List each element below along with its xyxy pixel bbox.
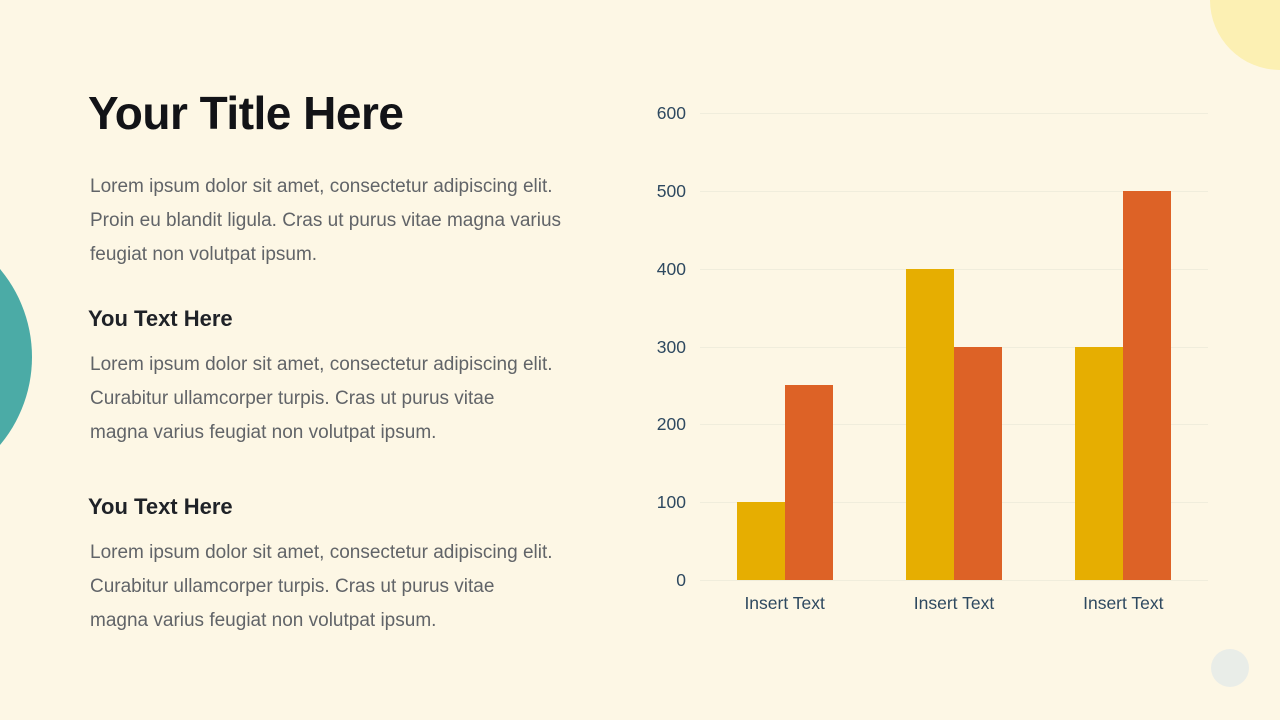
bar-series-1-category-2 — [906, 268, 954, 580]
teal-circle-decoration — [0, 220, 32, 494]
section-2-body: Lorem ipsum dolor sit amet, consectetur … — [90, 542, 553, 631]
gridline-0 — [700, 580, 1208, 581]
gridline-600 — [700, 113, 1208, 114]
x-axis-category-label-1: Insert Text — [744, 593, 825, 613]
y-axis-tick-label-0: 0 — [676, 570, 686, 590]
intro-paragraph: Lorem ipsum dolor sit amet, consectetur … — [90, 176, 562, 265]
bar-series-2-category-2 — [954, 346, 1002, 580]
gridline-100 — [700, 502, 1208, 504]
gray-circle-decoration — [1211, 649, 1249, 687]
section-1-heading: You Text Here — [88, 306, 233, 331]
gridline-400 — [700, 268, 1208, 270]
y-axis-tick-label-600: 600 — [656, 103, 686, 123]
y-axis-tick-label-200: 200 — [656, 414, 686, 435]
gridline-500 — [700, 190, 1208, 192]
section-2-heading: You Text Here — [88, 494, 233, 519]
gridline-200 — [700, 424, 1208, 426]
bar-series-2-category-3 — [1123, 190, 1172, 580]
y-axis-tick-label-500: 500 — [656, 180, 686, 201]
page-title: Your Title Here — [88, 87, 404, 139]
section-1-body: Lorem ipsum dolor sit amet, consectetur … — [90, 354, 553, 443]
y-axis-tick-label-100: 100 — [656, 492, 686, 513]
gridline-300 — [700, 346, 1208, 348]
x-axis-category-label-3: Insert Text — [1083, 593, 1164, 613]
x-axis-category-label-2: Insert Text — [913, 593, 995, 613]
yellow-circle-decoration — [1210, 0, 1280, 70]
y-axis-tick-label-300: 300 — [656, 336, 686, 357]
bar-series-2-category-1 — [784, 385, 833, 580]
y-axis-tick-label-400: 400 — [656, 258, 686, 279]
bar-series-1-category-3 — [1075, 346, 1124, 580]
bar-series-1-category-1 — [736, 502, 785, 580]
